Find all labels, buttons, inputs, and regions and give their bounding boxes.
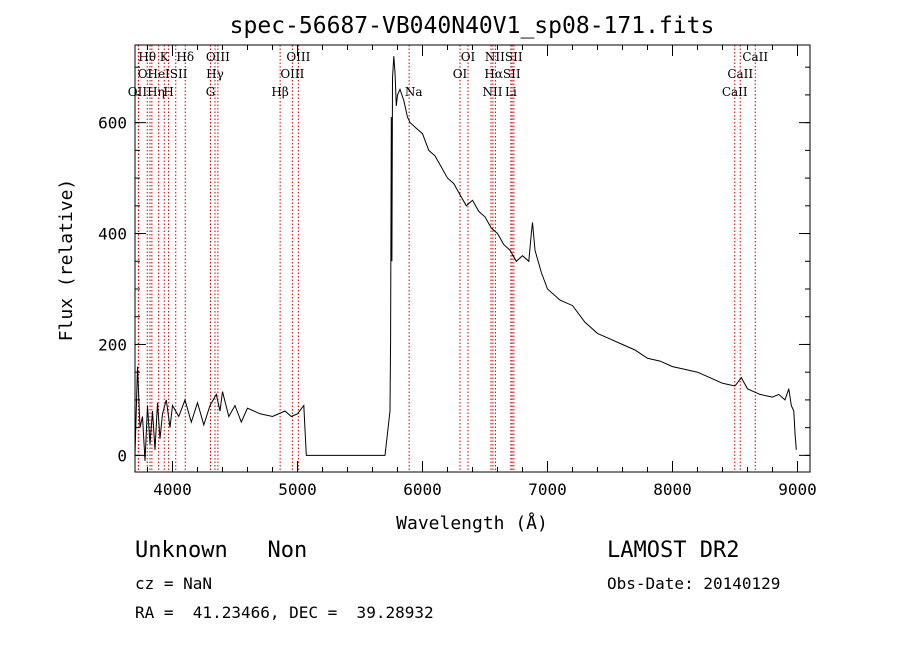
line-label: CaII [742,50,768,64]
line-label: OI [453,67,468,81]
x-tick-label: 6000 [403,480,442,499]
y-axis-label: Flux (relative) [56,179,77,342]
survey-label: LAMOST DR2 [607,538,740,563]
x-tick-label: 4000 [153,480,192,499]
y-tick-label: 200 [98,335,127,354]
x-tick-label: 9000 [778,480,817,499]
line-label: Na [405,85,423,99]
line-label: Hβ [271,85,288,99]
line-label: OI [138,67,153,81]
line-label: HαSII [484,67,521,81]
line-label: Hγ [206,67,224,81]
plot-area: 4000 5000 6000 7000 8000 9000 0 200 400 600 Hθ K Hδ O… [98,44,817,499]
line-label: Hθ [138,50,156,64]
redshift-label: cz = NaN [135,574,213,593]
coordinates-label: RA = 41.23466, DEC = 39.28932 [135,603,434,622]
line-label: K [160,50,170,64]
line-label: NII [483,85,503,99]
line-label: CaII [727,67,753,81]
line-label: HeISII [147,67,187,81]
y-tick-label: 600 [98,114,127,133]
line-label: Li [505,85,517,99]
line-label: Hδ [176,50,194,64]
x-tick-label: 7000 [528,480,567,499]
line-label: OIII [280,67,304,81]
y-tick-label: 0 [117,446,127,465]
y-tick-label: 400 [98,225,127,244]
line-label: OIII [206,50,230,64]
x-axis-label: Wavelength (Å) [396,512,548,534]
line-label: CaII [722,85,748,99]
x-tick-label: 5000 [278,480,317,499]
x-tick-label: 8000 [653,480,692,499]
classification-label: Unknown Non [135,538,308,563]
line-label: OI [461,50,476,64]
line-label: NIISII [485,50,523,64]
line-label: H [163,85,173,99]
line-label: OIIHη [128,85,165,99]
chart-title: spec-56687-VB040N40V1_sp08-171.fits [230,13,715,39]
line-label: G [206,85,216,99]
spectrum-line [134,56,797,461]
obs-date-label: Obs-Date: 20140129 [607,574,781,593]
line-label: OIII [286,50,310,64]
